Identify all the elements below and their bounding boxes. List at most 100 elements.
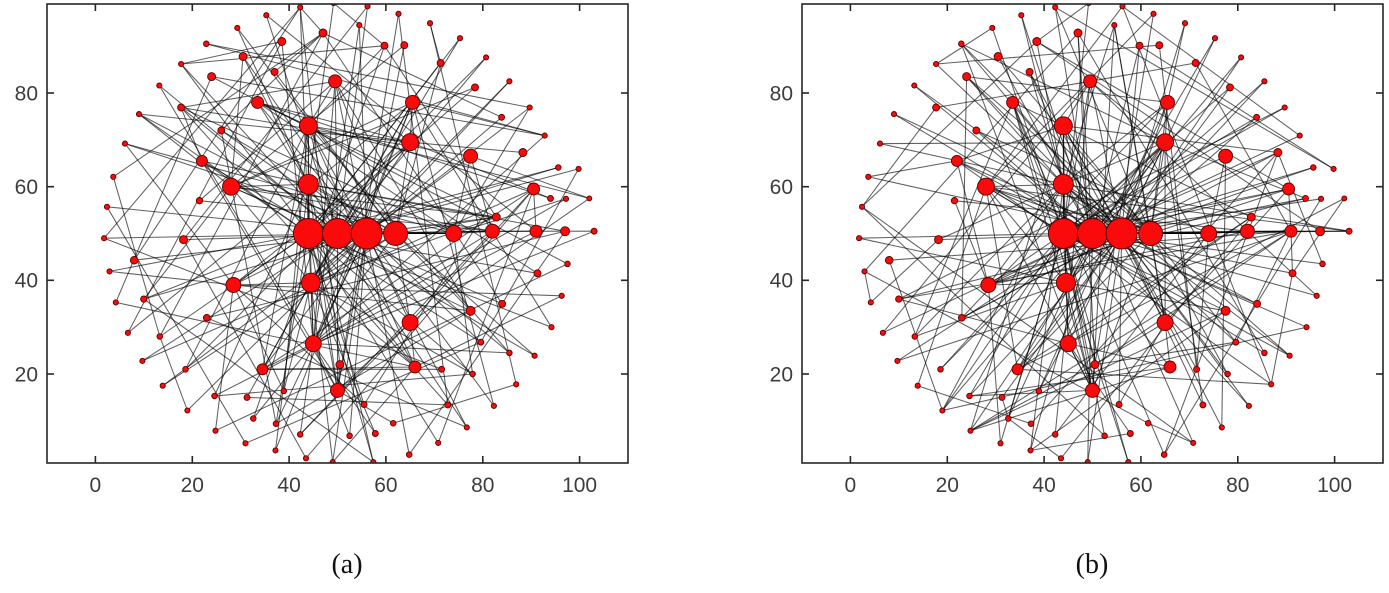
y-tick-label: 20	[770, 363, 793, 386]
network-edge	[307, 125, 368, 234]
network-edge	[103, 6, 301, 239]
network-node	[445, 225, 463, 242]
network-node	[121, 140, 129, 147]
network-node	[1027, 447, 1034, 454]
network-node	[1035, 387, 1043, 395]
network-edge	[1089, 80, 1248, 232]
network-edge	[246, 396, 448, 406]
network-edge	[230, 183, 309, 188]
network-node	[298, 116, 318, 136]
network-node	[1047, 218, 1079, 249]
network-edge	[1150, 233, 1290, 357]
x-tick-label: 80	[1226, 474, 1249, 497]
network-edge	[109, 232, 309, 272]
network-edge	[127, 41, 283, 334]
network-edge	[233, 284, 562, 297]
network-node	[1073, 28, 1083, 38]
network-edge	[1196, 233, 1210, 370]
network-node	[140, 295, 148, 303]
network-edge	[864, 32, 1079, 272]
network-edge	[1063, 141, 1166, 185]
network-node	[1055, 272, 1076, 293]
network-node	[1125, 459, 1132, 463]
network-edge	[1030, 432, 1131, 451]
network-edge	[308, 45, 385, 127]
network-node	[1160, 451, 1168, 458]
network-node	[586, 195, 593, 202]
network-edge	[409, 188, 534, 323]
network-edge	[308, 125, 538, 274]
network-edge	[414, 295, 562, 368]
network-node	[1111, 22, 1118, 29]
network-edge	[299, 343, 314, 435]
network-node	[256, 363, 269, 376]
network-node	[112, 299, 119, 306]
network-edge	[115, 76, 213, 303]
network-edge	[1094, 322, 1166, 366]
network-node	[159, 382, 166, 389]
network-node	[1090, 360, 1100, 370]
network-edge	[1077, 32, 1265, 354]
network-node	[469, 370, 476, 378]
network-node	[1083, 74, 1098, 89]
network-node	[564, 260, 571, 268]
network-node	[1115, 401, 1123, 408]
network-node	[932, 103, 941, 112]
network-edge	[308, 125, 510, 354]
network-edge	[970, 366, 1171, 432]
network-node	[1296, 132, 1303, 139]
network-edge	[954, 200, 989, 286]
network-edge	[308, 183, 497, 218]
network-node	[465, 305, 476, 316]
network-edge	[1063, 101, 1168, 185]
network-edge	[158, 85, 314, 344]
network-edge	[124, 143, 454, 235]
network-edge	[411, 102, 495, 407]
network-edge	[109, 270, 471, 312]
network-node	[484, 223, 500, 239]
network-edge	[307, 184, 416, 368]
tick-labels-a: 0 20 40 60 80 100 20 40 60 80	[15, 82, 597, 497]
network-node	[329, 459, 336, 463]
network-edge	[985, 186, 1093, 391]
network-edge	[1121, 45, 1141, 234]
network-node	[933, 60, 940, 68]
network-node	[195, 197, 204, 205]
network-node	[977, 177, 995, 196]
network-node	[1245, 402, 1252, 409]
network-node	[1218, 148, 1234, 164]
network-node	[1282, 182, 1296, 196]
network-node	[1126, 430, 1134, 437]
network-edge	[1017, 216, 1252, 370]
network-node	[895, 295, 903, 303]
network-edge	[313, 230, 595, 345]
network-edge	[366, 233, 482, 343]
network-node	[195, 154, 208, 167]
network-edge	[307, 125, 339, 234]
node-layer-b	[856, 4, 1353, 463]
network-node	[296, 431, 304, 438]
network-node	[966, 392, 973, 400]
tick-labels-b: 0 20 40 60 80 100 20 40 60 80	[770, 82, 1352, 497]
network-node	[560, 226, 571, 237]
network-node	[477, 338, 485, 346]
network-node	[1288, 269, 1297, 278]
network-edge	[897, 230, 1292, 362]
network-node	[297, 173, 319, 195]
network-node	[914, 382, 921, 389]
network-edge	[1029, 71, 1166, 323]
network-node	[346, 432, 353, 440]
network-node	[426, 20, 434, 27]
network-node	[867, 299, 874, 306]
network-edge	[395, 216, 497, 235]
network-edge	[283, 282, 312, 392]
network-node	[263, 12, 270, 19]
x-tick-label: 40	[1032, 474, 1055, 497]
network-node	[1052, 4, 1059, 11]
network-edge	[299, 6, 324, 34]
network-node	[972, 126, 981, 135]
network-edge	[299, 230, 493, 435]
network-node	[395, 10, 402, 17]
network-edge	[230, 56, 244, 187]
network-edge	[1065, 282, 1226, 312]
